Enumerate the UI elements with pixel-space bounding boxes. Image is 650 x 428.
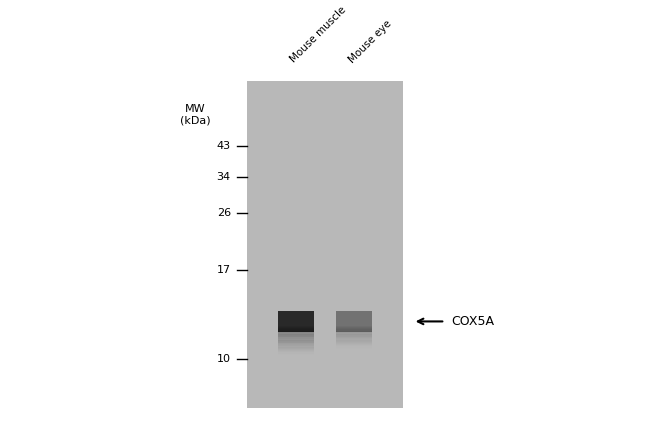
Bar [278,338,313,344]
Bar [337,311,372,332]
Bar [278,334,313,341]
Bar [278,344,313,350]
Bar [278,345,313,351]
Bar [278,326,313,332]
Bar [278,333,313,339]
Bar [337,339,372,345]
Bar [278,311,313,332]
Bar [278,348,313,355]
Bar [278,339,313,345]
Text: 43: 43 [216,141,231,151]
Bar [337,326,372,332]
Text: 26: 26 [216,208,231,218]
Text: 17: 17 [216,265,231,275]
Bar [278,327,313,333]
Bar [337,336,372,343]
Bar [337,334,372,341]
Text: 10: 10 [216,354,231,364]
Bar [337,340,372,347]
Text: Mouse muscle: Mouse muscle [289,5,348,65]
Bar [337,341,372,348]
Bar [278,340,313,347]
Bar [337,333,372,339]
Text: Mouse eye: Mouse eye [347,18,394,65]
Bar [337,328,372,335]
Bar [337,332,372,338]
Bar [337,338,372,344]
Text: COX5A: COX5A [452,315,495,328]
Bar [278,335,313,342]
Bar [337,330,372,337]
Bar [278,329,313,336]
Bar [278,332,313,338]
Bar [278,341,313,348]
Bar [337,342,372,349]
Bar [278,346,313,352]
Text: MW
(kDa): MW (kDa) [179,104,211,126]
Bar [337,329,372,336]
FancyBboxPatch shape [247,80,403,408]
Bar [278,336,313,343]
Text: 34: 34 [216,172,231,182]
Bar [278,342,313,349]
Bar [278,347,313,354]
Bar [337,327,372,333]
Bar [337,335,372,342]
Bar [278,330,313,337]
Bar [278,328,313,335]
